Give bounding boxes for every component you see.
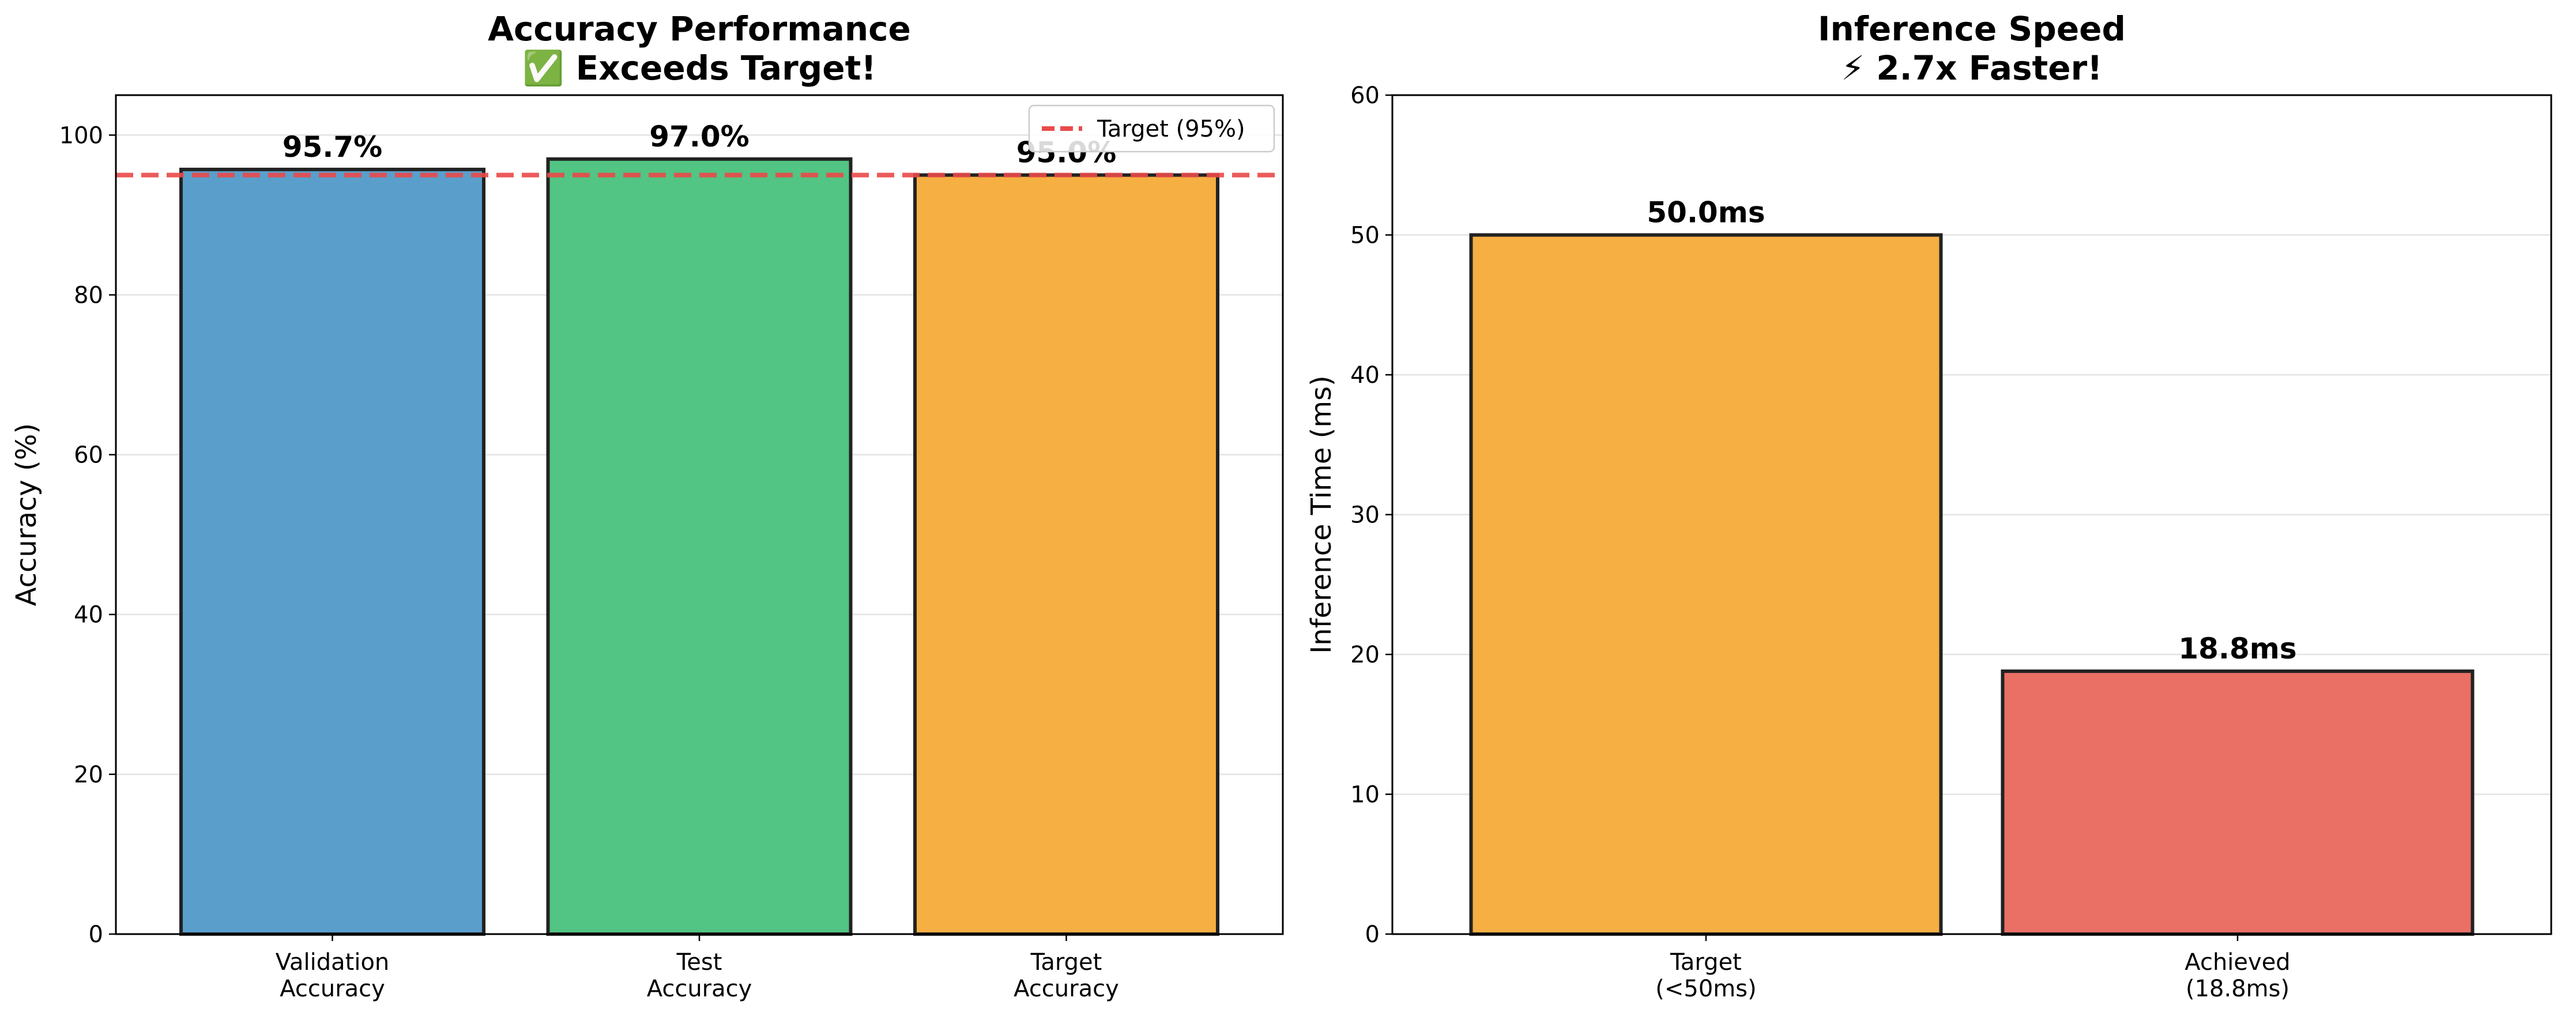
chart2-y-tick-label: 20 (1350, 642, 1380, 668)
chart1-value-label: 95.7% (283, 130, 382, 164)
chart2-x-tick-label: (<50ms) (1655, 976, 1756, 1002)
chart1-bar (913, 173, 1219, 936)
chart1-y-tick-label: 0 (89, 921, 103, 948)
chart2-y-tick-label: 10 (1350, 782, 1380, 808)
chart1-y-axis-label: Accuracy (%) (10, 423, 43, 606)
chart1-x-tick-label: Accuracy (647, 976, 752, 1002)
chart2-bar (2001, 669, 2475, 936)
chart1-x-tick-label: Accuracy (1014, 976, 1119, 1002)
chart1-x-tick-label: Test (676, 949, 722, 976)
chart1-y-tick-label: 20 (74, 762, 103, 788)
chart2-x-tick-label: Target (1670, 949, 1742, 976)
chart2-y-tick-label: 60 (1350, 82, 1380, 109)
chart2-y-axis-label: Inference Time (ms) (1305, 375, 1338, 654)
chart1-subtitle: ✅ Exceeds Target! (522, 48, 876, 88)
chart1-y-tick-label: 100 (59, 122, 103, 149)
chart1-legend-label: Target (95%) (1097, 116, 1245, 142)
chart2-y-tick-label: 30 (1350, 502, 1380, 529)
chart1-value-label: 97.0% (649, 120, 749, 153)
chart2-y-tick-label: 50 (1350, 223, 1380, 249)
chart2-subtitle: ⚡ 2.7x Faster! (1841, 48, 2102, 88)
chart2-x-tick-label: (18.8ms) (2186, 976, 2289, 1002)
chart2-value-label: 50.0ms (1647, 196, 1765, 229)
chart2-axes-frame (1391, 94, 2552, 935)
chart1-y-tick-label: 80 (74, 282, 103, 308)
chart1-bar (179, 167, 486, 936)
chart2-bar (1469, 233, 1943, 936)
chart1-title: Accuracy Performance (488, 9, 911, 48)
chart1-y-tick-label: 40 (74, 602, 103, 628)
chart1-axes-frame (115, 94, 1284, 935)
chart2-x-tick-label: Achieved (2185, 949, 2290, 976)
chart1-x-tick-label: Validation (276, 949, 390, 976)
chart1-y-tick-label: 60 (74, 442, 103, 469)
chart1-bar (546, 157, 853, 936)
chart2-title: Inference Speed (1818, 9, 2126, 48)
chart1-x-tick-label: Target (1030, 949, 1102, 976)
chart2-value-label: 18.8ms (2178, 632, 2296, 665)
chart1-x-tick-label: Accuracy (280, 976, 385, 1002)
chart1-legend-box (1028, 104, 1275, 153)
chart2-y-tick-label: 0 (1365, 921, 1380, 948)
chart2-y-tick-label: 40 (1350, 362, 1380, 389)
